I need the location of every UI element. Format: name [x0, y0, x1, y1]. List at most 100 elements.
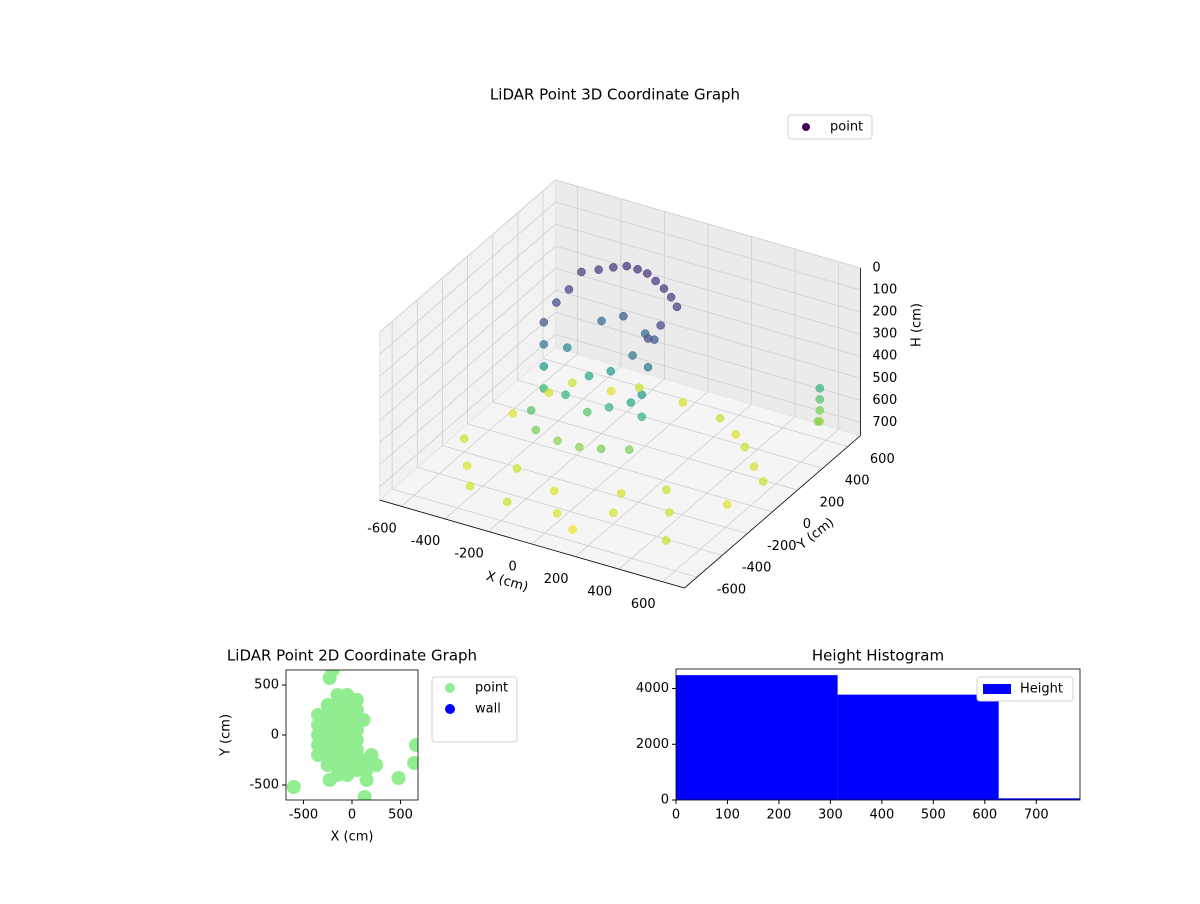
point — [349, 693, 364, 707]
point — [349, 753, 364, 767]
z-tick-label: 400 — [872, 349, 897, 364]
z-tick-label: 600 — [872, 393, 897, 408]
point — [626, 398, 636, 407]
chart-title: Height Histogram — [812, 647, 944, 665]
legend-label: wall — [475, 702, 501, 717]
point — [715, 413, 725, 423]
point — [539, 362, 549, 371]
point — [549, 486, 559, 496]
point — [575, 442, 584, 452]
point — [349, 743, 364, 757]
point — [330, 738, 345, 752]
legend-label: point — [475, 681, 508, 696]
point — [330, 748, 345, 762]
point — [722, 500, 732, 509]
point — [459, 434, 469, 443]
point — [503, 497, 512, 507]
point — [349, 763, 364, 777]
z-axis-label: H (cm) — [910, 303, 925, 347]
point — [391, 771, 406, 785]
z-tick-label: 700 — [872, 415, 897, 430]
grid-line — [442, 445, 748, 534]
x-tick-label: 400 — [587, 584, 612, 599]
point — [356, 713, 371, 727]
point — [552, 298, 561, 307]
point — [322, 773, 337, 787]
legend-box — [976, 676, 1074, 702]
point — [568, 378, 577, 388]
grid-line — [467, 423, 773, 513]
point — [531, 425, 541, 435]
z-tick-label: 500 — [872, 371, 897, 386]
point — [640, 329, 650, 338]
x-tick-label: 600 — [631, 597, 656, 612]
grid-line — [542, 358, 848, 447]
point — [813, 417, 823, 426]
grid-line — [555, 311, 861, 401]
z-tick-label: 100 — [872, 283, 897, 298]
legend-box — [787, 114, 873, 140]
point — [622, 261, 631, 271]
point — [311, 738, 326, 752]
point — [320, 718, 335, 732]
point — [568, 525, 577, 534]
point — [544, 388, 554, 397]
axis-line — [684, 435, 861, 589]
point — [815, 395, 825, 404]
grid-line — [555, 334, 861, 423]
point — [539, 318, 549, 327]
point — [539, 340, 549, 349]
point — [330, 688, 345, 702]
grid-line — [555, 179, 861, 269]
grid-line — [555, 267, 861, 357]
point — [364, 748, 379, 762]
point — [659, 284, 669, 293]
point — [758, 477, 768, 486]
point — [320, 698, 335, 712]
point — [357, 790, 372, 800]
point — [465, 481, 475, 491]
point — [508, 409, 518, 418]
point — [320, 728, 335, 742]
bar — [837, 694, 999, 800]
grid-line — [379, 289, 556, 443]
point — [320, 748, 335, 762]
x-tick-label: 600 — [972, 808, 997, 823]
y-tick-label: 2000 — [636, 737, 669, 752]
point — [650, 335, 659, 344]
point — [311, 748, 326, 762]
chart-title: LiDAR Point 2D Coordinate Graph — [227, 647, 477, 665]
point — [320, 708, 335, 722]
grid-line — [379, 312, 556, 466]
x-tick-label: -400 — [411, 534, 441, 549]
y-tick-label: 0 — [661, 793, 669, 808]
point — [553, 436, 562, 445]
z-tick-label: 200 — [872, 305, 897, 320]
z-tick-label: 0 — [872, 260, 880, 275]
grid-line — [379, 245, 556, 399]
x-tick-label: -200 — [454, 547, 484, 562]
legend-label: point — [830, 120, 863, 135]
point — [609, 508, 618, 518]
point — [604, 403, 614, 412]
x-tick-label: 500 — [388, 808, 413, 823]
point — [619, 311, 628, 321]
point — [561, 390, 570, 400]
point — [643, 362, 653, 372]
legend-label: Height — [1020, 682, 1063, 697]
y-tick-label: 200 — [820, 495, 845, 510]
point — [349, 723, 364, 737]
point — [325, 670, 340, 677]
grid-line — [379, 201, 556, 355]
x-tick-label: 300 — [818, 808, 843, 823]
point — [564, 285, 574, 294]
point — [651, 276, 660, 286]
x-tick-label: -600 — [367, 522, 397, 537]
bar — [998, 798, 1080, 800]
grid-line — [379, 334, 556, 488]
x-tick-label: 0 — [508, 559, 516, 574]
point — [526, 406, 536, 415]
point — [597, 316, 606, 326]
bar — [676, 675, 838, 800]
